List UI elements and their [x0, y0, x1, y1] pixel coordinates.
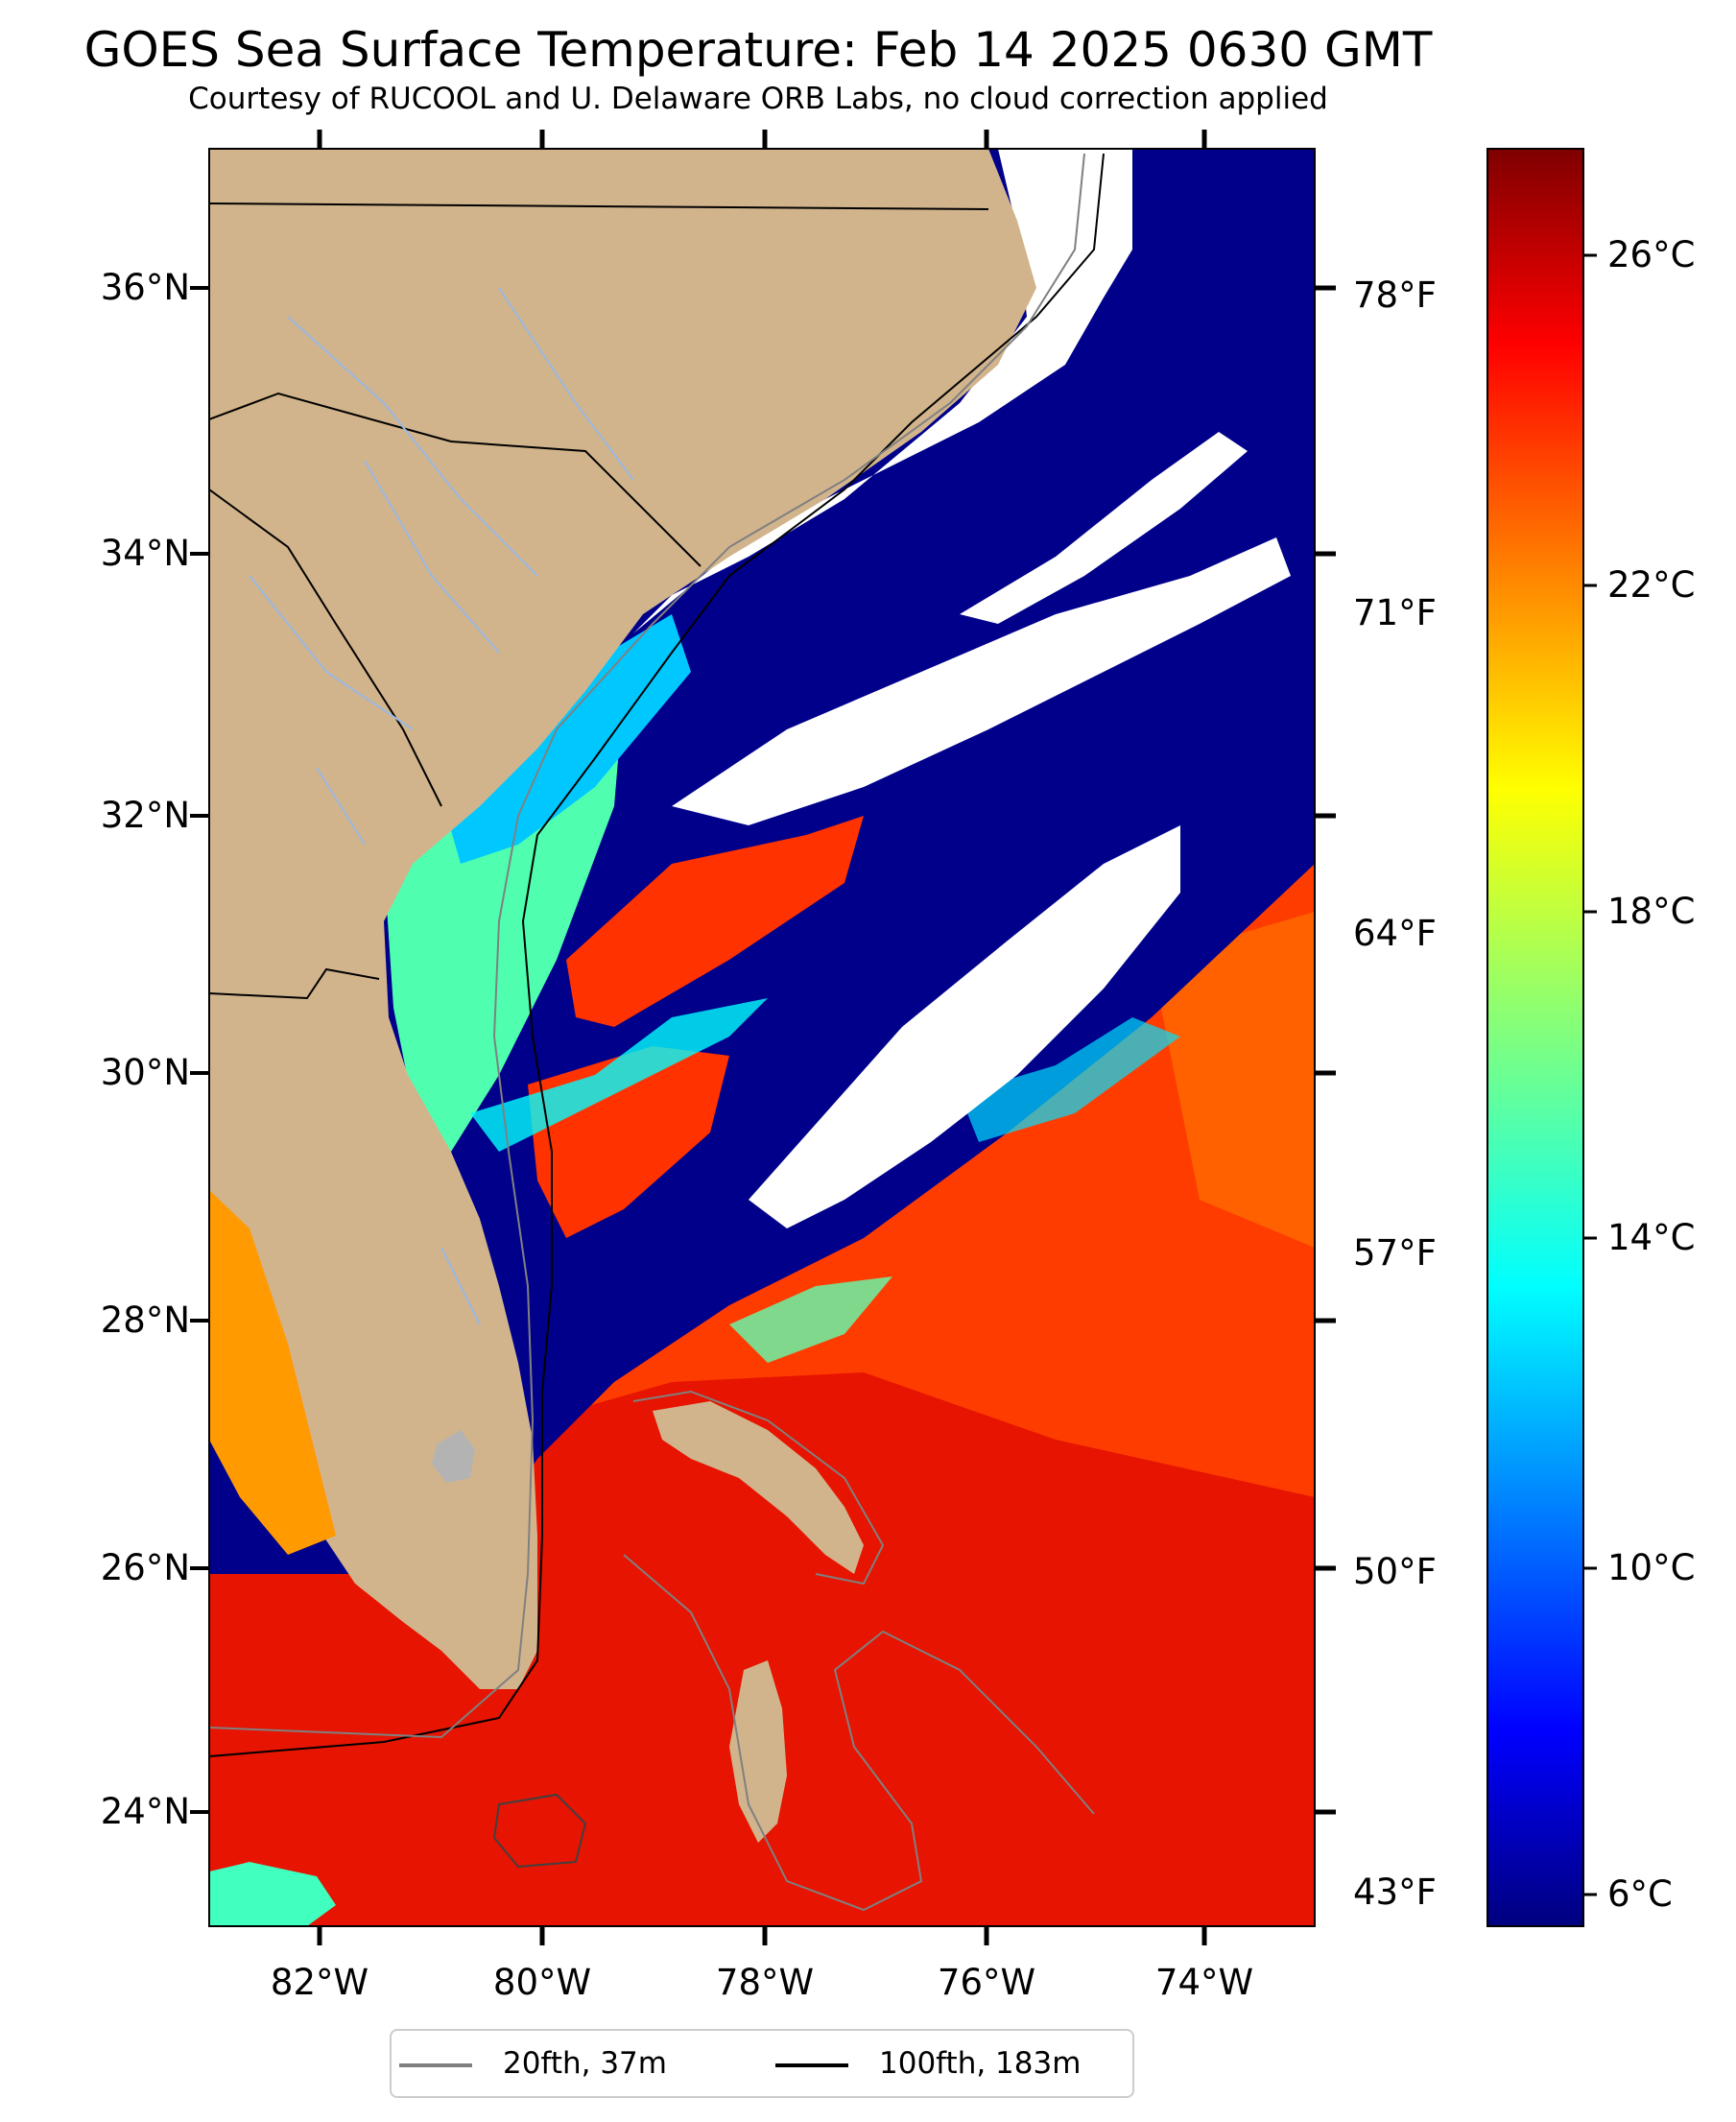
lat-ticks-left — [190, 286, 209, 1814]
legend-label-100fth: 100fth, 183m — [879, 2046, 1082, 2081]
lat-label-26: 26°N — [100, 1547, 190, 1588]
celsius-label-14: 14°C — [1607, 1217, 1696, 1258]
cold-florida-bay — [209, 1862, 336, 1926]
land-andros — [729, 1660, 787, 1843]
warm-tongue-north — [566, 816, 864, 1027]
fahrenheit-label-78: 78°F — [1353, 274, 1437, 316]
lon-label-76: 76°W — [937, 1962, 1036, 2003]
celsius-label-26: 26°C — [1607, 234, 1696, 275]
lat-label-24: 24°N — [100, 1791, 190, 1832]
lon-label-82: 82°W — [270, 1962, 369, 2003]
cyan-streak-2 — [960, 1017, 1180, 1142]
lon-label-74: 74°W — [1154, 1962, 1254, 2003]
lat-label-34: 34°N — [100, 533, 190, 574]
isobath-20fth — [209, 153, 1085, 1739]
legend-swatch-100fth — [775, 2063, 848, 2067]
lon-ticks — [317, 130, 1207, 1945]
cloud-mask-offshore-2 — [749, 825, 1180, 1228]
lat-ticks-right — [1315, 285, 1336, 1815]
orange-patch — [1152, 912, 1315, 1248]
land-okeechobee — [432, 1430, 475, 1483]
state-border-va-nc — [209, 203, 989, 210]
cloud-mask-coastal — [633, 149, 1132, 633]
lon-label-80: 80°W — [492, 1962, 592, 2003]
celsius-label-18: 18°C — [1607, 891, 1696, 932]
lat-label-36: 36°N — [100, 267, 190, 308]
cyan-streak-3 — [729, 1276, 892, 1363]
isobath-cay-sal — [492, 1793, 587, 1869]
colorbar-ticks — [1583, 253, 1597, 1896]
rivers — [249, 287, 634, 1325]
fahrenheit-label-57: 57°F — [1353, 1232, 1437, 1274]
lat-label-30: 30°N — [100, 1052, 190, 1093]
isobath-legend: 20fth, 37m 100fth, 183m — [390, 2029, 1134, 2098]
state-border-ga-fl — [209, 967, 380, 1000]
lat-label-32: 32°N — [100, 795, 190, 836]
cloud-mask-offshore-3 — [960, 432, 1248, 624]
fahrenheit-label-64: 64°F — [1353, 913, 1437, 954]
lat-label-28: 28°N — [100, 1299, 190, 1341]
warm-gulf-stream-edge — [209, 1190, 336, 1555]
map-frame — [208, 148, 1316, 1927]
fahrenheit-label-43: 43°F — [1353, 1872, 1437, 1913]
map-title: GOES Sea Surface Temperature: Feb 14 202… — [83, 22, 1433, 78]
state-border-nc-sc — [209, 392, 702, 567]
legend-swatch-20fth — [399, 2063, 472, 2067]
cloud-mask-offshore-1 — [672, 537, 1291, 825]
legend-label-20fth: 20fth, 37m — [503, 2046, 667, 2081]
state-border-sc-ga — [209, 489, 442, 807]
fahrenheit-label-50: 50°F — [1353, 1551, 1437, 1592]
isobath-bahamas — [623, 1390, 1095, 1912]
celsius-label-6: 6°C — [1607, 1873, 1673, 1915]
celsius-label-10: 10°C — [1607, 1547, 1696, 1588]
celsius-label-22: 22°C — [1607, 564, 1696, 606]
land-mainland — [209, 149, 1036, 1689]
map-subtitle: Courtesy of RUCOOL and U. Delaware ORB L… — [188, 82, 1328, 116]
colorbar — [1486, 148, 1584, 1927]
land-bahamas-north — [653, 1401, 864, 1574]
lon-label-78: 78°W — [715, 1962, 815, 2003]
fahrenheit-label-71: 71°F — [1353, 592, 1437, 633]
isobath-100fth — [209, 153, 1105, 1757]
shelf-cyan-water — [422, 614, 691, 864]
